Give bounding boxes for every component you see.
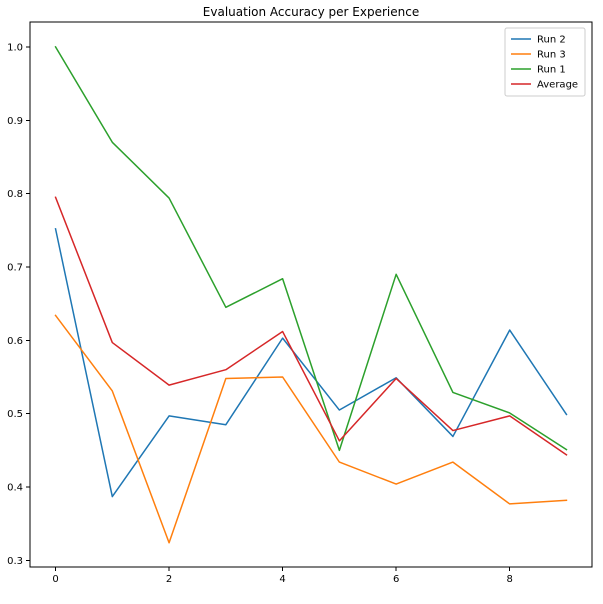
x-tick-label: 2 bbox=[166, 574, 172, 585]
x-tick-label: 0 bbox=[52, 574, 58, 585]
series-layer bbox=[54, 45, 568, 544]
legend-label: Run 2 bbox=[537, 35, 566, 46]
series-line-average bbox=[54, 196, 568, 456]
x-tick-label: 6 bbox=[393, 574, 399, 585]
y-tick-label: 0.5 bbox=[7, 409, 23, 420]
legend-label: Average bbox=[537, 80, 578, 91]
legend: Run 2 Run 3 Run 1 Average bbox=[504, 27, 586, 97]
series-line-run-1 bbox=[54, 45, 568, 452]
y-tick-label: 0.3 bbox=[7, 556, 23, 567]
y-tick-label: 0.4 bbox=[7, 483, 23, 494]
axes-layer: 0 2 4 6 8 0.3 0.4 0.5 0.6 0.7 0.8 0.9 1.0 bbox=[7, 21, 593, 585]
series-line-run-3 bbox=[54, 314, 568, 544]
y-tick-label: 0.9 bbox=[7, 116, 23, 127]
y-tick-label: 1.0 bbox=[7, 42, 23, 53]
y-tick-label: 0.6 bbox=[7, 336, 23, 347]
y-tick-label: 0.7 bbox=[7, 262, 23, 273]
legend-label: Run 3 bbox=[537, 50, 566, 61]
chart-title: Evaluation Accuracy per Experience bbox=[203, 5, 419, 19]
legend-label: Run 1 bbox=[537, 65, 566, 76]
y-tick-label: 0.8 bbox=[7, 189, 23, 200]
x-tick-label: 4 bbox=[279, 574, 285, 585]
series-line-run-2 bbox=[54, 227, 568, 498]
legend-box bbox=[504, 27, 586, 97]
plot-frame bbox=[29, 21, 593, 568]
x-tick-label: 8 bbox=[506, 574, 512, 585]
